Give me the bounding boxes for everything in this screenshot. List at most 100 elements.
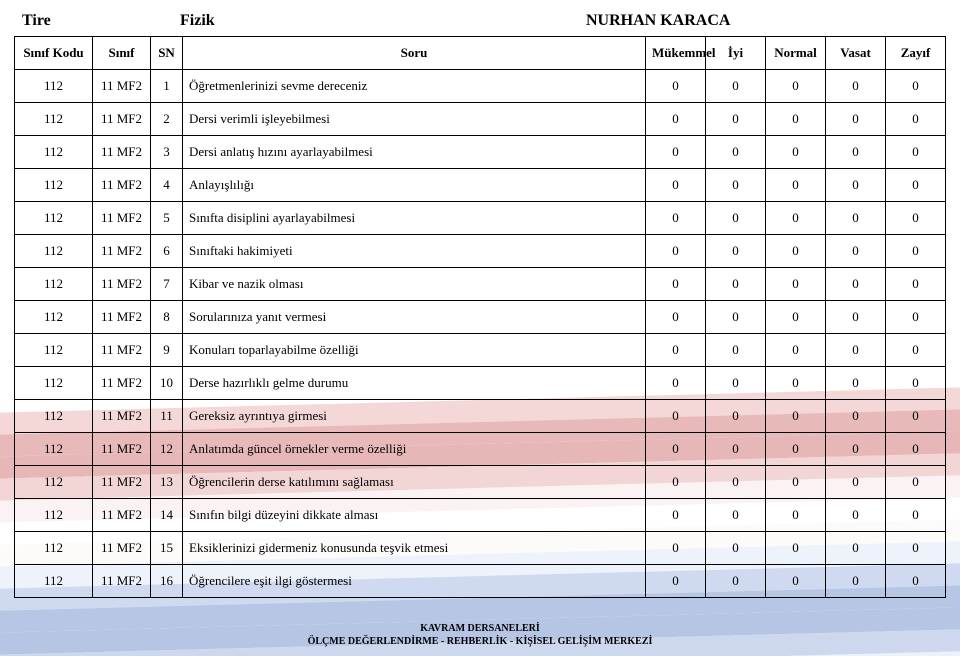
cell-score-4: 0 xyxy=(826,268,886,301)
cell-soru: Öğrencilere eşit ilgi göstermesi xyxy=(183,565,646,598)
cell-score-1: 0 xyxy=(646,565,706,598)
cell-score-2: 0 xyxy=(706,334,766,367)
cell-sinif: 11 MF2 xyxy=(93,169,151,202)
cell-score-1: 0 xyxy=(646,235,706,268)
cell-score-3: 0 xyxy=(766,499,826,532)
cell-soru: Dersi verimli işleyebilmesi xyxy=(183,103,646,136)
cell-soru: Dersi anlatış hızını ayarlayabilmesi xyxy=(183,136,646,169)
cell-score-1: 0 xyxy=(646,268,706,301)
cell-score-2: 0 xyxy=(706,103,766,136)
cell-score-2: 0 xyxy=(706,169,766,202)
table-row: 11211 MF215Eksiklerinizi gidermeniz konu… xyxy=(15,532,946,565)
cell-kodu: 112 xyxy=(15,136,93,169)
cell-kodu: 112 xyxy=(15,466,93,499)
cell-score-4: 0 xyxy=(826,532,886,565)
cell-score-5: 0 xyxy=(886,301,946,334)
cell-score-4: 0 xyxy=(826,565,886,598)
cell-score-1: 0 xyxy=(646,169,706,202)
cell-soru: Derse hazırlıklı gelme durumu xyxy=(183,367,646,400)
table-row: 11211 MF26Sınıftaki hakimiyeti00000 xyxy=(15,235,946,268)
table-row: 11211 MF21Öğretmenlerinizi sevme derecen… xyxy=(15,70,946,103)
cell-score-3: 0 xyxy=(766,235,826,268)
cell-score-1: 0 xyxy=(646,334,706,367)
cell-score-5: 0 xyxy=(886,532,946,565)
cell-sn: 5 xyxy=(151,202,183,235)
table-row: 11211 MF28Sorularınıza yanıt vermesi0000… xyxy=(15,301,946,334)
col-mukemmel: Mükemmel xyxy=(646,37,706,70)
table-row: 11211 MF27Kibar ve nazik olması00000 xyxy=(15,268,946,301)
cell-sinif: 11 MF2 xyxy=(93,301,151,334)
cell-sinif: 11 MF2 xyxy=(93,235,151,268)
cell-sn: 10 xyxy=(151,367,183,400)
cell-score-4: 0 xyxy=(826,103,886,136)
cell-score-5: 0 xyxy=(886,103,946,136)
cell-score-3: 0 xyxy=(766,268,826,301)
cell-score-2: 0 xyxy=(706,202,766,235)
cell-kodu: 112 xyxy=(15,235,93,268)
cell-score-5: 0 xyxy=(886,235,946,268)
cell-kodu: 112 xyxy=(15,70,93,103)
table-body: 11211 MF21Öğretmenlerinizi sevme derecen… xyxy=(15,70,946,598)
cell-sn: 8 xyxy=(151,301,183,334)
cell-score-1: 0 xyxy=(646,433,706,466)
cell-sn: 3 xyxy=(151,136,183,169)
cell-score-1: 0 xyxy=(646,136,706,169)
col-kodu: Sınıf Kodu xyxy=(15,37,93,70)
cell-score-4: 0 xyxy=(826,499,886,532)
header-middle: Fizik xyxy=(172,12,578,30)
cell-score-3: 0 xyxy=(766,400,826,433)
cell-score-3: 0 xyxy=(766,433,826,466)
cell-sinif: 11 MF2 xyxy=(93,367,151,400)
cell-score-5: 0 xyxy=(886,499,946,532)
cell-sinif: 11 MF2 xyxy=(93,202,151,235)
cell-sinif: 11 MF2 xyxy=(93,103,151,136)
cell-score-1: 0 xyxy=(646,532,706,565)
cell-score-3: 0 xyxy=(766,367,826,400)
cell-kodu: 112 xyxy=(15,532,93,565)
col-vasat: Vasat xyxy=(826,37,886,70)
table-row: 11211 MF22Dersi verimli işleyebilmesi000… xyxy=(15,103,946,136)
cell-score-1: 0 xyxy=(646,301,706,334)
cell-sn: 1 xyxy=(151,70,183,103)
cell-sinif: 11 MF2 xyxy=(93,433,151,466)
table-row: 11211 MF213Öğrencilerin derse katılımını… xyxy=(15,466,946,499)
cell-score-5: 0 xyxy=(886,367,946,400)
cell-score-4: 0 xyxy=(826,169,886,202)
cell-score-3: 0 xyxy=(766,334,826,367)
cell-sinif: 11 MF2 xyxy=(93,499,151,532)
cell-score-1: 0 xyxy=(646,367,706,400)
col-zayif: Zayıf xyxy=(886,37,946,70)
cell-score-1: 0 xyxy=(646,400,706,433)
cell-soru: Sınıfın bilgi düzeyini dikkate alması xyxy=(183,499,646,532)
cell-kodu: 112 xyxy=(15,565,93,598)
cell-score-1: 0 xyxy=(646,70,706,103)
cell-sn: 4 xyxy=(151,169,183,202)
cell-sn: 6 xyxy=(151,235,183,268)
cell-score-2: 0 xyxy=(706,70,766,103)
cell-soru: Gereksiz ayrıntıya girmesi xyxy=(183,400,646,433)
cell-kodu: 112 xyxy=(15,202,93,235)
cell-score-5: 0 xyxy=(886,433,946,466)
cell-sinif: 11 MF2 xyxy=(93,136,151,169)
cell-soru: Konuları toparlayabilme özelliği xyxy=(183,334,646,367)
col-sn: SN xyxy=(151,37,183,70)
cell-score-5: 0 xyxy=(886,334,946,367)
cell-score-5: 0 xyxy=(886,70,946,103)
page: Tire Fizik NURHAN KARACA Sınıf Kodu Sını… xyxy=(0,0,960,598)
cell-score-3: 0 xyxy=(766,565,826,598)
cell-score-3: 0 xyxy=(766,70,826,103)
table-row: 11211 MF25Sınıfta disiplini ayarlayabilm… xyxy=(15,202,946,235)
table-row: 11211 MF23Dersi anlatış hızını ayarlayab… xyxy=(15,136,946,169)
col-soru: Soru xyxy=(183,37,646,70)
cell-score-2: 0 xyxy=(706,367,766,400)
cell-sn: 13 xyxy=(151,466,183,499)
cell-score-4: 0 xyxy=(826,334,886,367)
col-sinif: Sınıf xyxy=(93,37,151,70)
table-row: 11211 MF211Gereksiz ayrıntıya girmesi000… xyxy=(15,400,946,433)
cell-score-5: 0 xyxy=(886,565,946,598)
cell-sinif: 11 MF2 xyxy=(93,565,151,598)
cell-score-5: 0 xyxy=(886,466,946,499)
cell-sinif: 11 MF2 xyxy=(93,334,151,367)
cell-kodu: 112 xyxy=(15,367,93,400)
cell-score-4: 0 xyxy=(826,70,886,103)
